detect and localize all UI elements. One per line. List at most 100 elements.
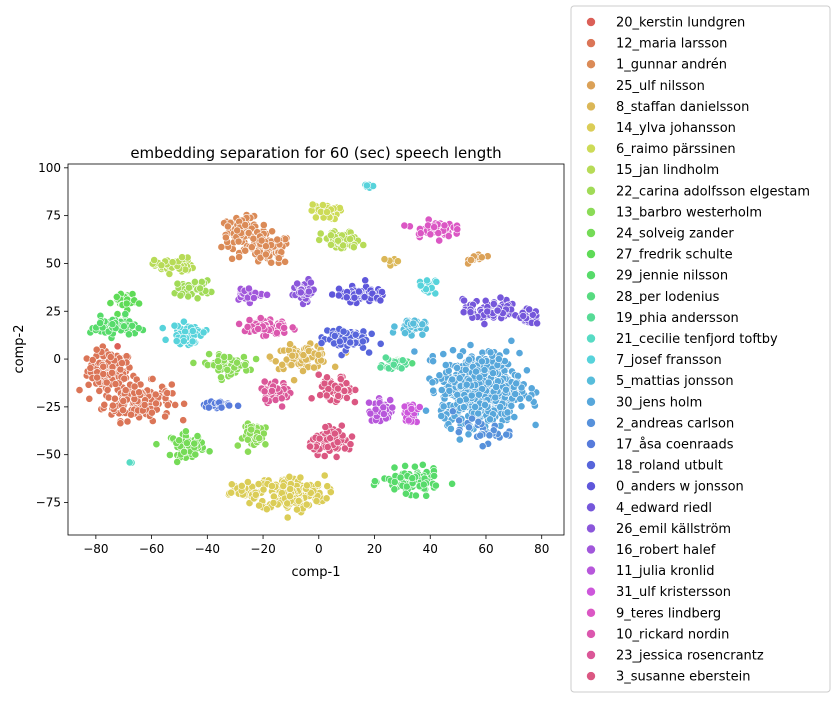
series-27 [400, 400, 424, 426]
legend-item: 20_kerstin lundgren [586, 16, 745, 31]
data-point [465, 423, 473, 432]
data-point [349, 243, 358, 252]
data-point [128, 321, 137, 330]
legend-label: 25_ulf nilsson [616, 79, 705, 94]
legend-marker [586, 312, 596, 323]
data-point [455, 374, 464, 383]
data-point [175, 436, 183, 445]
x-axis-label: comp-1 [292, 565, 341, 580]
data-point [199, 328, 208, 337]
data-point [109, 401, 117, 410]
series-4 [265, 255, 402, 385]
legend-box [570, 5, 831, 693]
legend-label: 16_robert halef [616, 543, 716, 558]
legend-marker [586, 523, 596, 534]
legend-item: 24_solveig zander [586, 227, 734, 242]
data-point [112, 292, 121, 301]
legend-label: 10_rickard nordin [616, 627, 729, 642]
legend-item: 5_mattias jonsson [586, 374, 734, 389]
data-point [503, 408, 512, 417]
data-point [205, 350, 213, 358]
legend-marker [586, 607, 596, 618]
legend-label: 13_barbro westerholm [616, 205, 762, 220]
data-point [431, 289, 440, 298]
data-point [95, 386, 104, 395]
data-point [260, 377, 269, 386]
legend-label: 8_staffan danielsson [616, 100, 749, 115]
legend-label: 22_carina adolfsson elgestam [616, 184, 810, 199]
data-point [307, 394, 316, 403]
data-point [474, 409, 483, 418]
data-point [478, 357, 486, 366]
data-point [422, 491, 431, 500]
data-point [180, 399, 188, 408]
x-tick-label: −80 [83, 542, 108, 556]
data-point [263, 290, 271, 299]
data-point [320, 471, 329, 480]
data-point [127, 410, 136, 419]
data-point [271, 357, 280, 366]
data-point [318, 201, 327, 209]
data-point [268, 386, 276, 395]
legend-label: 5_mattias jonsson [616, 374, 734, 389]
data-point [93, 373, 101, 382]
legend-marker [586, 122, 596, 133]
legend-item: 16_robert halef [586, 543, 716, 558]
data-point [410, 347, 419, 356]
data-point [474, 390, 483, 399]
data-point [448, 407, 457, 416]
data-point [189, 358, 198, 367]
data-point [393, 257, 402, 266]
data-point [241, 246, 250, 255]
data-point [448, 479, 456, 488]
series-7 [148, 227, 368, 278]
series-28 [400, 215, 462, 245]
legend-label: 9_teres lindberg [616, 606, 721, 621]
x-tick-label: −60 [139, 542, 164, 556]
data-point [262, 505, 271, 514]
series-18 [410, 336, 541, 444]
data-point [188, 337, 197, 346]
data-point [502, 385, 510, 394]
data-point [411, 491, 420, 500]
legend-marker [586, 586, 596, 597]
data-point [448, 375, 457, 384]
data-point [179, 337, 188, 345]
data-point [140, 400, 149, 409]
data-point [336, 375, 345, 383]
data-point [493, 306, 502, 315]
data-point [401, 329, 409, 337]
data-point [466, 341, 475, 349]
data-point [359, 241, 368, 249]
data-point [223, 365, 232, 374]
data-point [480, 320, 489, 328]
data-point [494, 355, 503, 363]
legend-label: 17_åsa coenraads [616, 438, 734, 453]
axes: −80 −60 −40 −20 0 20 40 60 80 −75 −50 −25 0 25 50 75 100 [36, 161, 565, 556]
data-point [205, 447, 214, 456]
data-point [422, 406, 430, 415]
data-point [185, 283, 193, 292]
data-point [335, 284, 343, 293]
data-point [381, 353, 390, 362]
data-point [148, 374, 157, 383]
data-point [449, 346, 457, 355]
data-point [441, 361, 450, 369]
data-point [335, 337, 344, 346]
data-point [416, 229, 425, 238]
data-point [445, 386, 454, 395]
series-16 [158, 180, 441, 349]
data-point [419, 480, 428, 489]
data-point [351, 330, 360, 339]
data-point [489, 426, 498, 435]
y-tick-label: 75 [46, 209, 61, 223]
data-point [527, 384, 536, 393]
legend-item: 30_jens holm [586, 395, 702, 410]
legend-item: 26_emil källström [586, 522, 731, 537]
legend-marker [586, 186, 596, 196]
legend-marker [586, 565, 596, 576]
points-layer [75, 180, 541, 522]
data-point [317, 339, 326, 347]
data-point [116, 419, 125, 428]
data-point [99, 362, 108, 371]
